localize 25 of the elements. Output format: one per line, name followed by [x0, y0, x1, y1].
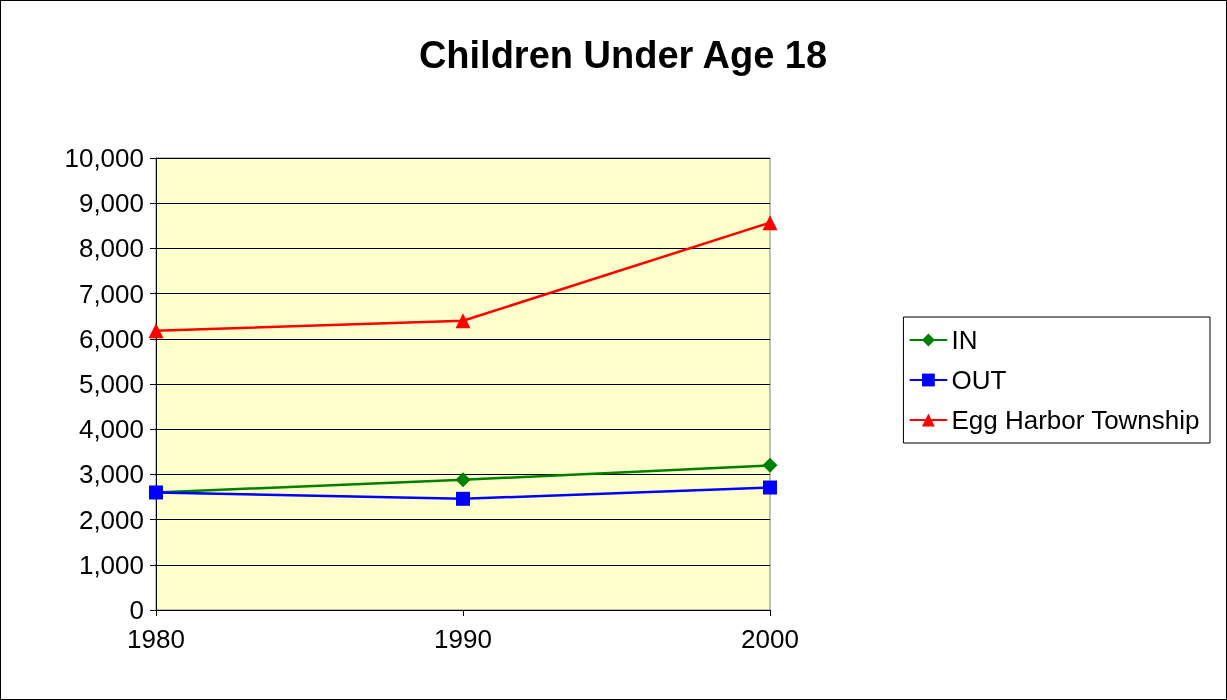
point — [455, 313, 471, 329]
legend-label: IN — [951, 325, 978, 355]
point — [455, 472, 471, 488]
chart-title: Children Under Age 18 — [418, 34, 828, 76]
point — [456, 491, 470, 506]
y-tick-label: 4,000 — [78, 414, 144, 445]
y-tick-label: 9,000 — [78, 188, 144, 219]
point — [148, 323, 164, 339]
point — [762, 215, 778, 231]
y-tick-label: 6,000 — [78, 323, 144, 354]
legend-label: OUT — [951, 365, 1007, 395]
y-tick-label: 10,000 — [64, 143, 144, 173]
y-tick-label: 8,000 — [78, 233, 144, 264]
y-tick-label: 0 — [129, 595, 144, 625]
y-tick-label: 5,000 — [78, 369, 144, 399]
x-tick-label: 2000 — [741, 624, 799, 654]
legend-label: Egg Harbor Township — [951, 405, 1200, 435]
x-tick-label: 1990 — [434, 624, 492, 654]
point — [763, 480, 777, 495]
point — [762, 457, 778, 473]
y-tick-label: 7,000 — [78, 278, 144, 309]
y-tick-label: 1,000 — [78, 549, 144, 580]
x-tick-label: 1980 — [127, 624, 185, 654]
y-tick-label: 2,000 — [78, 504, 144, 535]
y-tick-label: 3,000 — [78, 459, 144, 490]
